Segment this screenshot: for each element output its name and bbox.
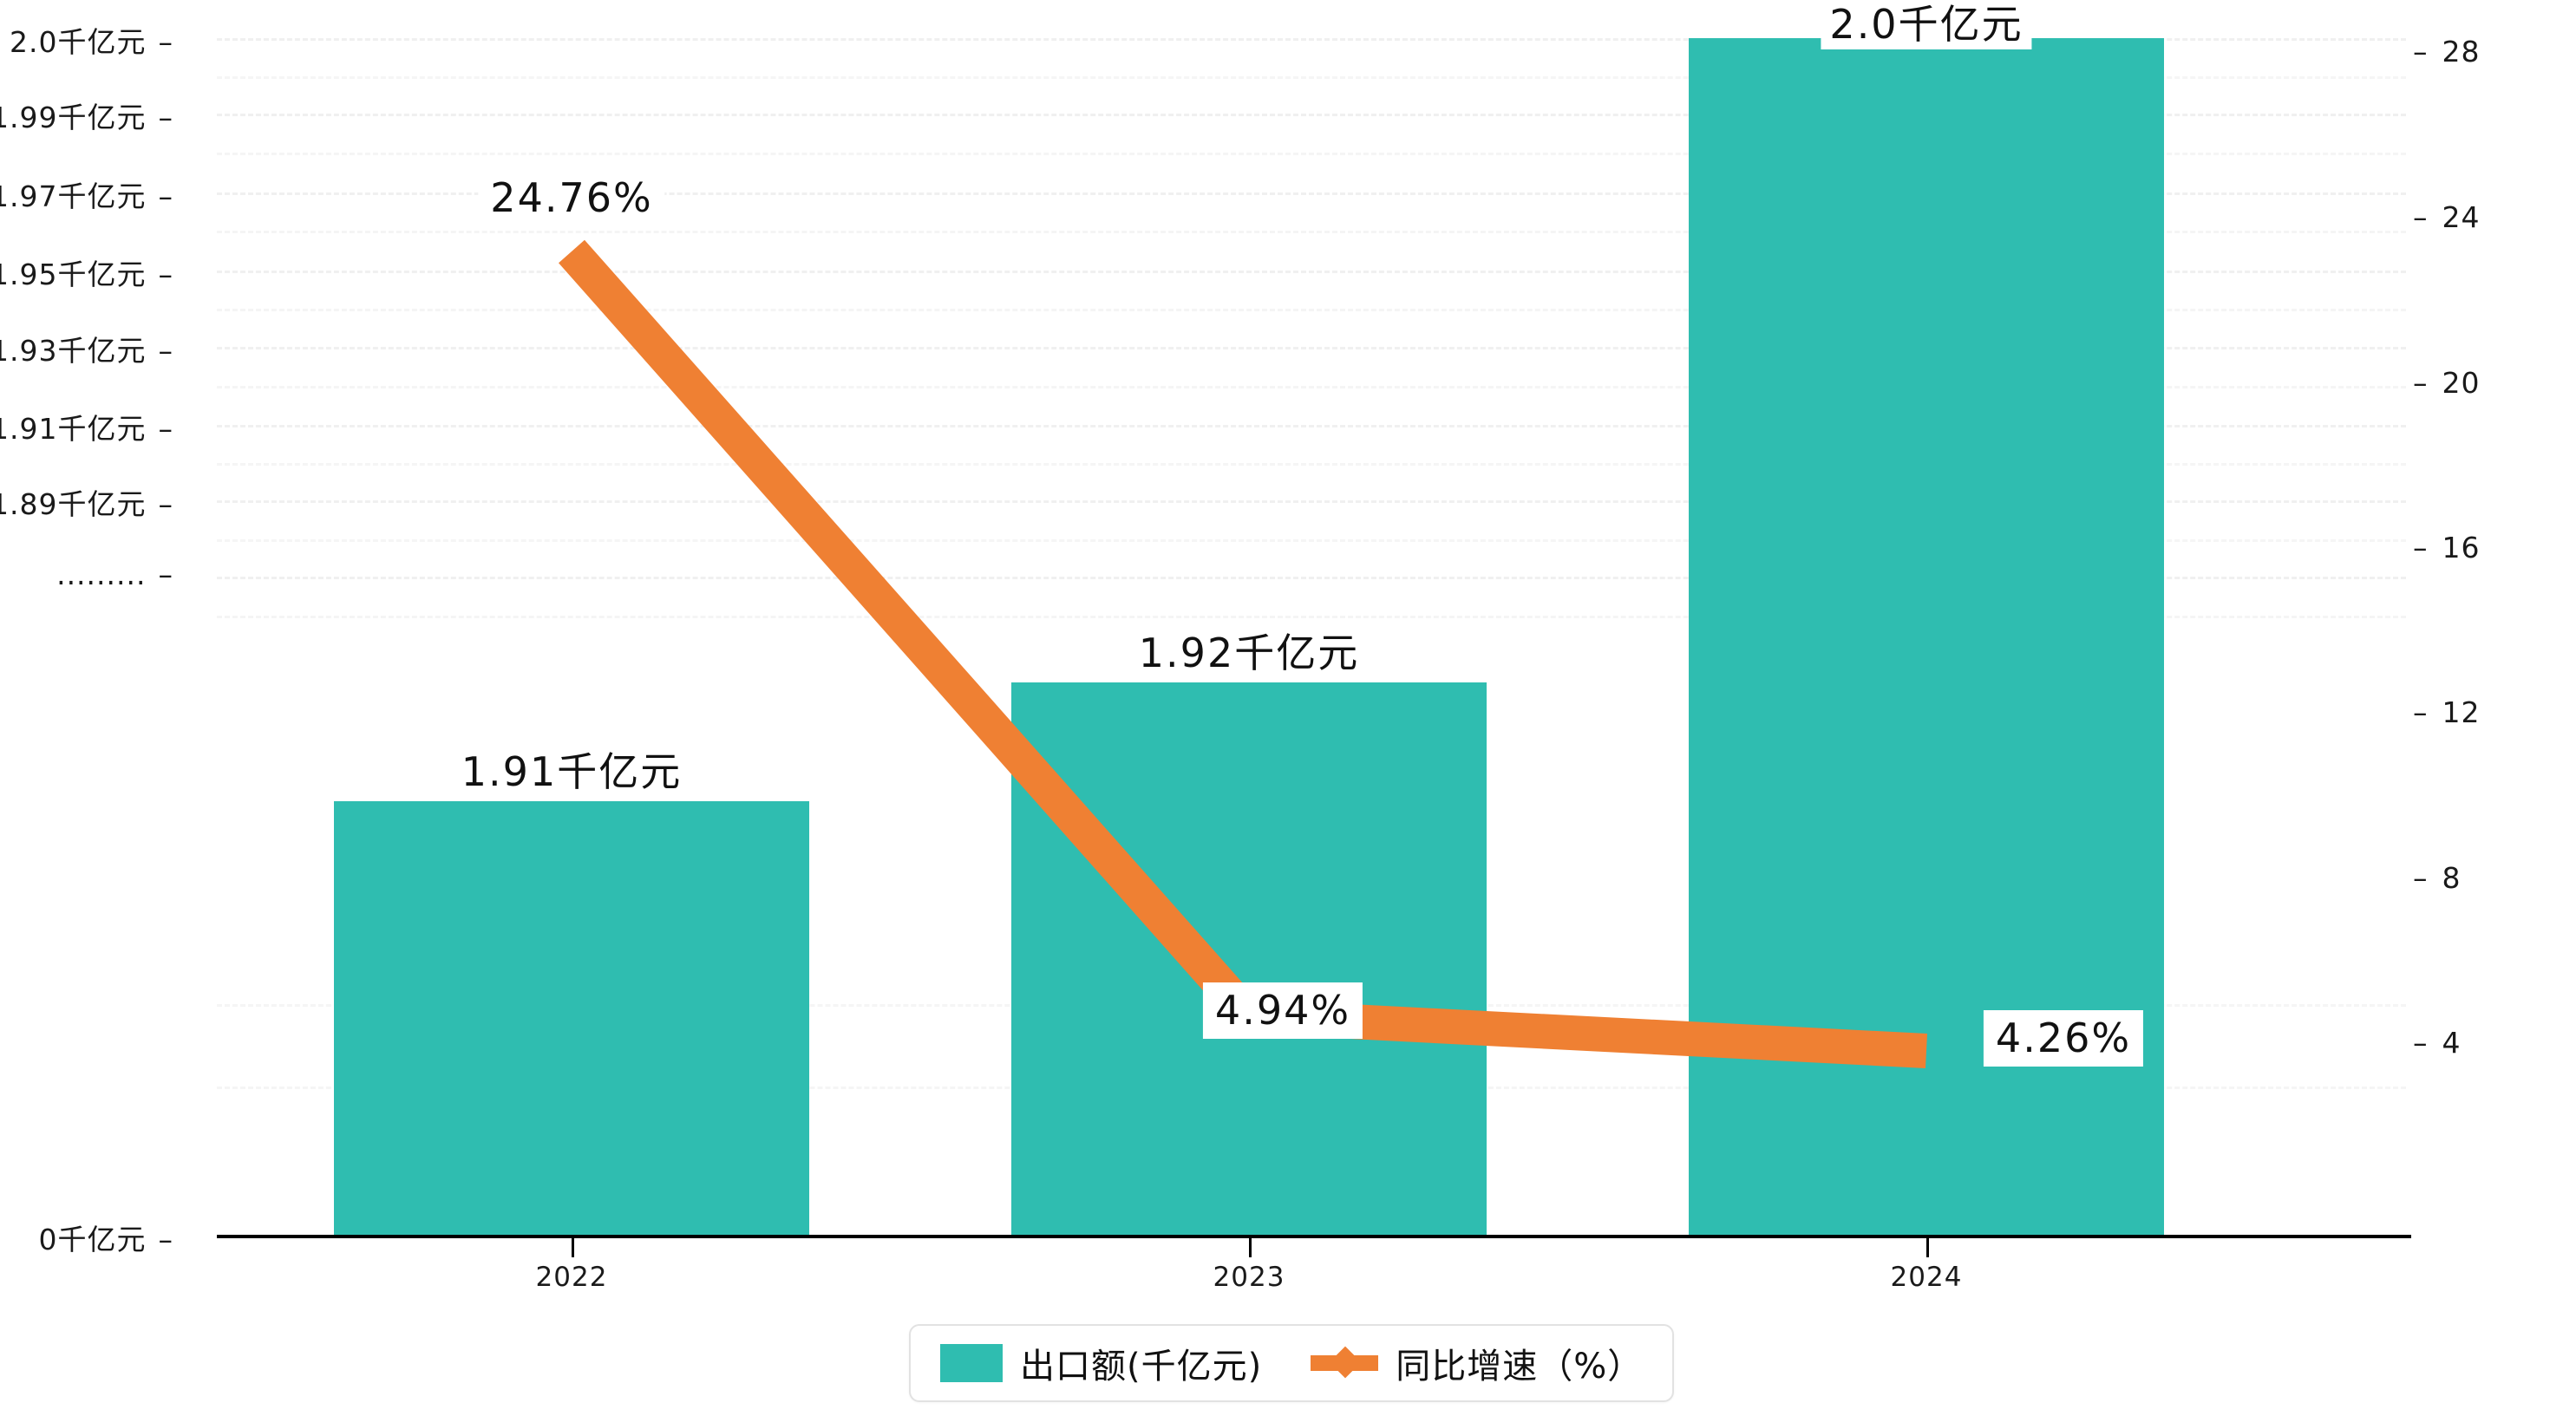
y-axis-left-tick-label: 1.91千亿元 – (0, 412, 173, 446)
x-axis-tick-label-2024: 2024 (1890, 1262, 1963, 1293)
legend-bar-swatch-icon (940, 1344, 1003, 1382)
y-axis-left-tick-label: 1.99千亿元 – (0, 101, 173, 134)
gridline-major (217, 192, 2406, 195)
legend-label-export-value: 出口额(千亿元) (1020, 1347, 1263, 1387)
x-axis-tick-label-2023: 2023 (1213, 1262, 1285, 1293)
x-axis-line (217, 1235, 2411, 1238)
y-axis-right-tick-label: –24 (2413, 200, 2481, 234)
x-axis-tick-label-2022: 2022 (535, 1262, 608, 1293)
bar-value-label-2023: 1.92千亿元 (1129, 629, 1369, 678)
y-axis-right-tick-label: –28 (2413, 35, 2481, 69)
legend-line-swatch-icon (1311, 1344, 1379, 1382)
y-axis-right-tick-label: –4 (2413, 1026, 2462, 1060)
legend-item-growth-rate[interactable]: 同比增速（%） (1311, 1338, 1643, 1388)
gridline-minor (217, 76, 2406, 79)
gridline-major (217, 114, 2406, 116)
y-axis-right-tick-label: –20 (2413, 366, 2481, 400)
bar-2022[interactable] (334, 801, 809, 1236)
y-axis-right-tick-label: –12 (2413, 695, 2481, 729)
bar-2023[interactable] (1011, 682, 1487, 1236)
y-axis-left-tick-label: 2.0千亿元 – (10, 25, 173, 59)
y-axis-left-tick-label: 1.97千亿元 – (0, 179, 173, 213)
chart-legend: 出口额(千亿元) 同比增速（%） (909, 1324, 1675, 1402)
line-value-label-2022: 24.76% (478, 170, 665, 226)
line-value-label-2024: 4.26% (1983, 1010, 2144, 1067)
gridline-minor (217, 153, 2406, 155)
y-axis-left-tick-label: 1.95千亿元 – (0, 258, 173, 291)
y-axis-left-tick-label: 0千亿元 – (38, 1223, 173, 1256)
line-value-label-2023: 4.94% (1202, 982, 1363, 1039)
x-axis-tick-mark (1249, 1238, 1252, 1257)
y-axis-right-tick-label: –16 (2413, 531, 2481, 564)
x-axis-tick-mark (572, 1238, 574, 1257)
x-axis-tick-mark (1926, 1238, 1929, 1257)
gridline-major (217, 38, 2406, 41)
y-axis-left-tick-label: 1.93千亿元 – (0, 334, 173, 368)
legend-item-export-value[interactable]: 出口额(千亿元) (940, 1338, 1262, 1388)
y-axis-right-tick-label: –8 (2413, 861, 2462, 895)
y-axis-left-tick-label: 1.89千亿元 – (0, 487, 173, 521)
legend-label-growth-rate: 同比增速（%） (1396, 1347, 1644, 1387)
bar-value-label-2024: 2.0千亿元 (1821, 0, 2032, 49)
y-axis-left-tick-label: ......... – (56, 558, 173, 591)
gridline-minor (217, 231, 2406, 233)
bar-value-label-2022: 1.91千亿元 (452, 747, 691, 797)
